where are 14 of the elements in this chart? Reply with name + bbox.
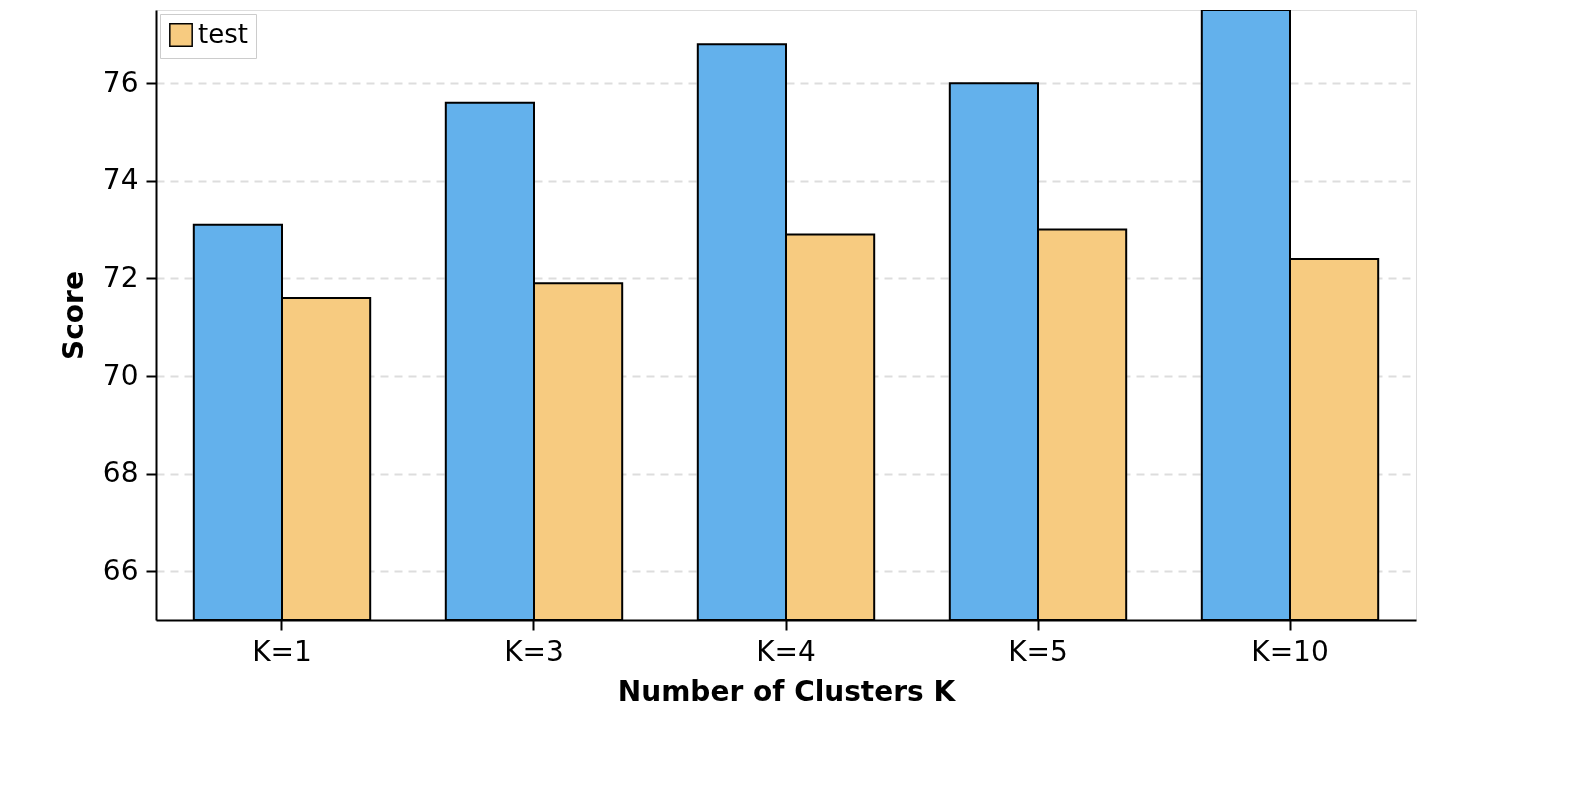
- y-tick-label: 74: [102, 163, 139, 197]
- y-tick-label: 68: [102, 456, 139, 490]
- y-tick-label: 70: [102, 358, 139, 392]
- x-tick-label: K=10: [1251, 634, 1329, 668]
- x-tick-label: K=5: [1008, 634, 1068, 668]
- y-axis-title: Score: [56, 271, 90, 360]
- y-tick-label: 76: [102, 65, 139, 99]
- x-tick-label: K=1: [252, 634, 312, 668]
- y-tick-label: 72: [102, 260, 139, 294]
- x-axis-title: Number of Clusters K: [617, 674, 957, 708]
- x-tick-label: K=3: [504, 634, 564, 668]
- legend-label: test: [198, 19, 248, 49]
- y-tick-label: 66: [102, 553, 139, 587]
- x-tick-label: K=4: [756, 634, 816, 668]
